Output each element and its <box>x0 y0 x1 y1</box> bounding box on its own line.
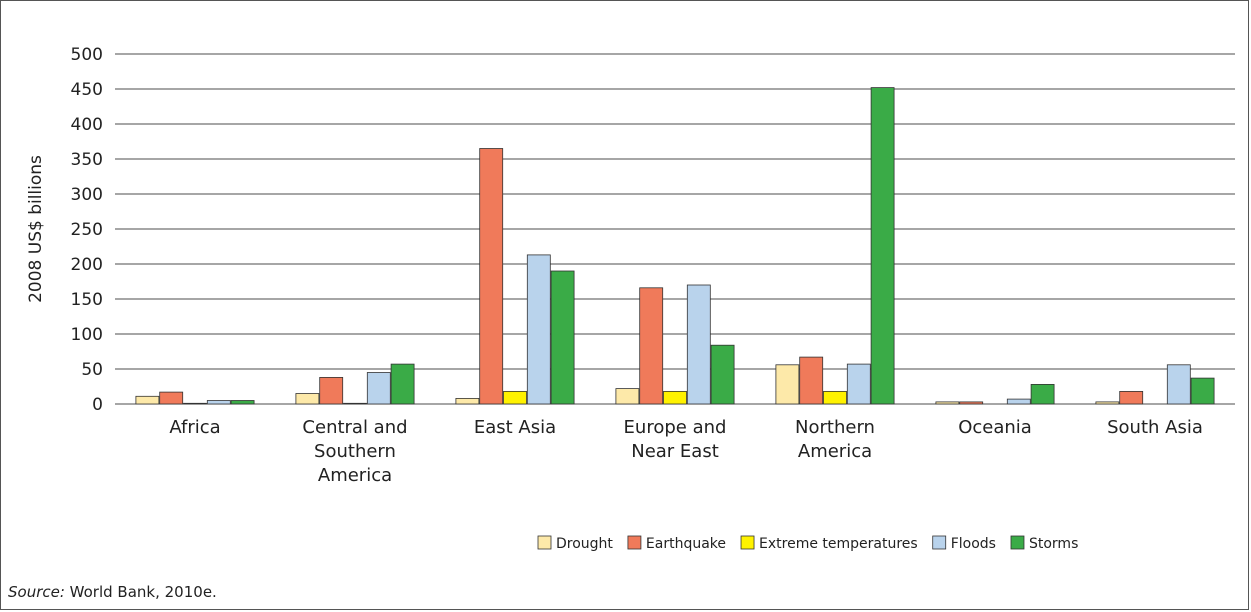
bar-drought <box>135 395 160 405</box>
legend-label: Drought <box>556 536 613 552</box>
x-tick-label: America <box>318 465 392 486</box>
legend-swatch <box>537 535 552 550</box>
bar-drought <box>455 397 480 405</box>
y-tick-label: 350 <box>71 150 103 170</box>
y-tick-label: 0 <box>92 395 103 415</box>
source-label: Source: <box>8 583 65 601</box>
y-tick-label: 450 <box>71 80 103 100</box>
x-tick-label: Oceania <box>958 417 1032 438</box>
y-tick-label: 50 <box>81 360 103 380</box>
legend-label: Extreme temperatures <box>759 536 918 552</box>
bar-floods <box>1166 364 1191 405</box>
legend-swatch <box>740 535 755 550</box>
bar-storms <box>1030 383 1055 405</box>
bar-drought <box>295 393 320 405</box>
bar-drought <box>615 388 640 405</box>
x-tick-label: Europe and <box>624 417 727 438</box>
bar-earthquake <box>1119 390 1144 405</box>
bar-extreme-temperatures <box>183 402 207 405</box>
source-text: World Bank, 2010e. <box>64 583 217 601</box>
bar-floods <box>206 400 231 405</box>
x-tick-label: Near East <box>631 441 719 462</box>
x-tick-label: South Asia <box>1107 417 1203 438</box>
bar-drought <box>935 401 960 405</box>
y-tick-label: 250 <box>71 220 103 240</box>
bar-earthquake <box>959 401 984 405</box>
x-tick-label: America <box>798 441 872 462</box>
bar-earthquake <box>799 356 824 405</box>
bar-storms <box>710 344 735 405</box>
bar-floods <box>686 284 711 405</box>
bar-floods <box>846 363 871 405</box>
bar-extreme-temperatures <box>823 390 847 405</box>
x-tick-label: Central and <box>302 417 407 438</box>
x-tick-label: Africa <box>169 417 220 438</box>
y-tick-label: 150 <box>71 290 103 310</box>
source-note: Source: World Bank, 2010e. <box>8 583 217 601</box>
bar-extreme-temperatures <box>343 402 367 405</box>
bar-storms <box>1190 377 1215 405</box>
legend-swatch <box>932 535 947 550</box>
bar-extreme-temperatures <box>663 390 687 405</box>
legend-label: Storms <box>1029 536 1078 552</box>
bar-earthquake <box>639 287 664 405</box>
bar-storms <box>550 270 575 405</box>
bar-storms <box>390 363 415 405</box>
y-axis-label: 2008 US$ billions <box>26 155 46 303</box>
bar-extreme-temperatures <box>503 390 527 405</box>
bar-drought <box>775 364 800 405</box>
y-tick-label: 300 <box>71 185 103 205</box>
y-tick-label: 400 <box>71 115 103 135</box>
bar-floods <box>1006 398 1031 405</box>
legend-swatch <box>627 535 642 550</box>
y-tick-label: 500 <box>71 45 103 65</box>
bar-drought <box>1095 401 1120 405</box>
bar-storms <box>870 87 895 405</box>
x-tick-label: Southern <box>314 441 396 462</box>
y-tick-label: 200 <box>71 255 103 275</box>
bar-earthquake <box>479 148 504 405</box>
bar-earthquake <box>159 391 184 405</box>
legend-label: Floods <box>951 536 996 552</box>
y-tick-label: 100 <box>71 325 103 345</box>
legend-swatch <box>1010 535 1025 550</box>
bar-earthquake <box>319 376 344 405</box>
bar-floods <box>526 254 551 405</box>
x-tick-label: Northern <box>795 417 875 438</box>
bar-storms <box>230 400 255 405</box>
x-tick-label: East Asia <box>474 417 556 438</box>
bar-floods <box>366 372 391 405</box>
legend-label: Earthquake <box>646 536 726 552</box>
